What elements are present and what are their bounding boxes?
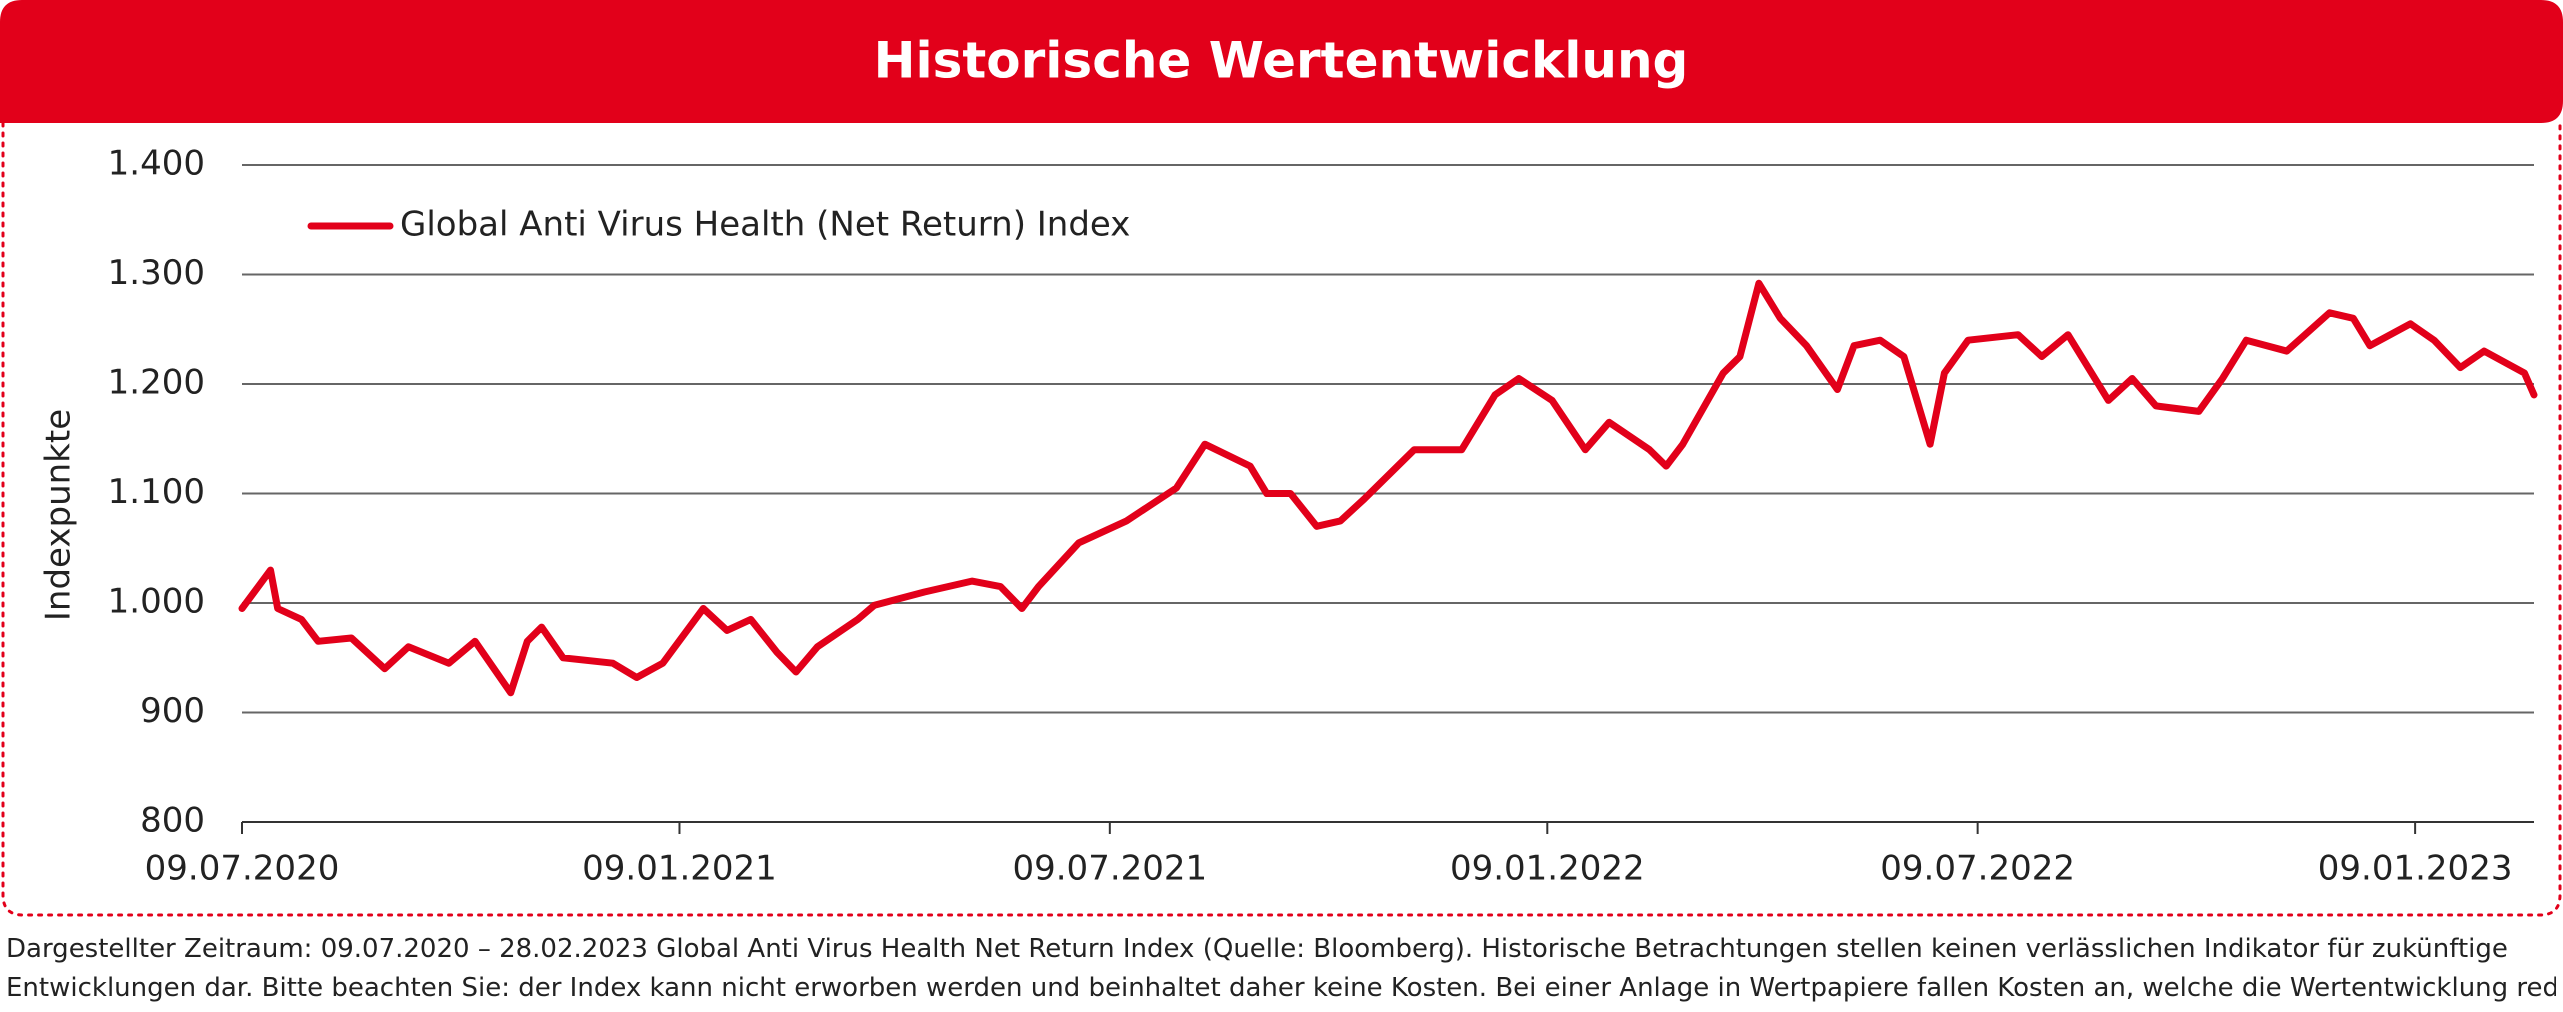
x-tick-label: 09.01.2023 <box>2318 849 2513 889</box>
x-tick-label: 09.07.2022 <box>1880 849 2075 889</box>
x-tick-label: 09.07.2021 <box>1012 849 1207 889</box>
y-tick-label: 1.000 <box>108 582 205 622</box>
y-tick-label: 1.200 <box>108 363 205 403</box>
data-line <box>238 279 2538 697</box>
frame <box>1 121 2562 917</box>
x-tick-label: 09.01.2022 <box>1450 849 1645 889</box>
y-tick-label: 1.100 <box>108 472 205 512</box>
chart: Historische Wertentwicklung Indexpunkte … <box>0 0 2563 917</box>
y-tick-label: 1.400 <box>108 144 205 184</box>
legend-label: Global Anti Virus Health (Net Return) In… <box>400 205 1130 245</box>
footnote-line: Dargestellter Zeitraum: 09.07.2020 – 28.… <box>6 934 2508 964</box>
chart-title: Historische Wertentwicklung <box>874 32 1689 90</box>
y-tick-label: 800 <box>140 801 205 841</box>
footnote-line: Entwicklungen dar. Bitte beachten Sie: d… <box>6 973 2556 1003</box>
x-tick-label: 09.01.2021 <box>582 849 777 889</box>
footnote: Dargestellter Zeitraum: 09.07.2020 – 28.… <box>6 930 2556 1008</box>
header-band <box>0 0 2563 123</box>
y-tick-label: 1.300 <box>108 253 205 293</box>
x-tick-label: 09.07.2020 <box>145 849 340 889</box>
y-axis-label: Indexpunkte <box>39 409 79 621</box>
y-tick-label: 900 <box>140 691 205 731</box>
